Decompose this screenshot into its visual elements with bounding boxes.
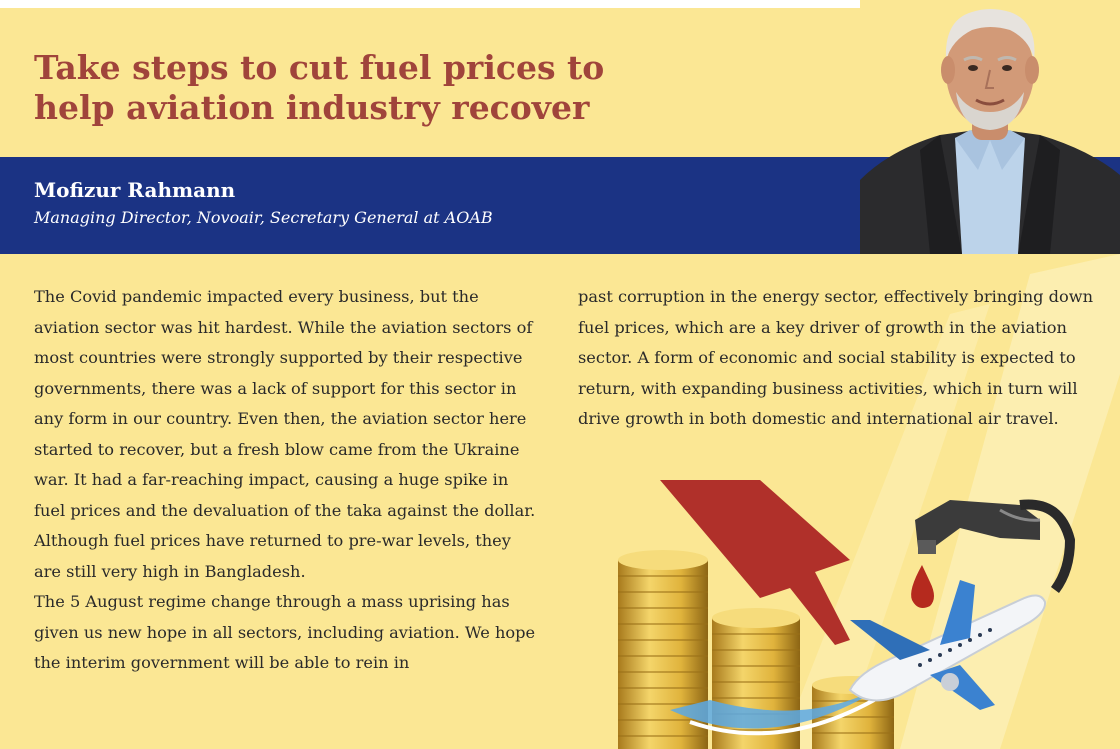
fuel-drop-icon [911,565,934,608]
author-title: Managing Director, Novoair, Secretary Ge… [34,208,493,227]
fuel-nozzle-icon [915,499,1076,593]
author-name: Mofizur Rahmann [34,178,236,202]
coins-arrow-airplane-icon [618,480,1076,749]
airplane-icon [848,580,1047,710]
author-portrait-icon [860,0,1120,254]
body-paragraph: The 5 August regime change through a mas… [34,592,536,672]
body-paragraph: past corruption in the energy sector, ef… [578,287,1094,428]
headline-line-2: help aviation industry recover [34,88,590,127]
top-strip [0,0,1120,8]
headline-line-1: Take steps to cut fuel prices to [34,48,605,87]
headline: Take steps to cut fuel prices to help av… [34,48,674,128]
body-column-right: past corruption in the energy sector, ef… [578,282,1098,435]
body-column-left: The Covid pandemic impacted every busine… [34,282,539,679]
body-paragraph: The Covid pandemic impacted every busine… [34,287,536,581]
